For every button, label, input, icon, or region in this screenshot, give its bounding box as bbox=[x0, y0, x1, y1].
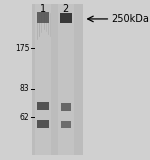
Text: 62: 62 bbox=[20, 113, 29, 122]
Bar bbox=[37, 102, 49, 110]
Bar bbox=[61, 121, 71, 128]
Bar bbox=[37, 12, 49, 23]
Bar bbox=[32, 4, 83, 155]
Text: 83: 83 bbox=[20, 84, 29, 93]
Text: 250kDa: 250kDa bbox=[111, 14, 149, 24]
Bar bbox=[61, 103, 71, 111]
Bar bbox=[37, 120, 49, 128]
Text: 2: 2 bbox=[63, 4, 69, 14]
Text: 175: 175 bbox=[15, 44, 29, 53]
Bar bbox=[58, 4, 74, 155]
Bar bbox=[60, 13, 72, 23]
Text: 1: 1 bbox=[40, 4, 46, 14]
Bar bbox=[35, 4, 51, 155]
